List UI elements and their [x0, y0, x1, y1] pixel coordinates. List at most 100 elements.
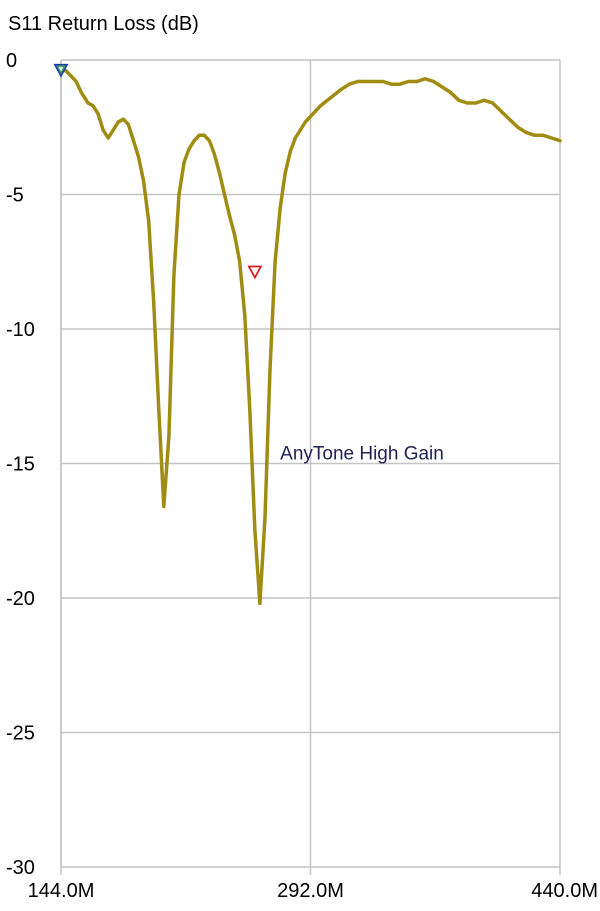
data-point — [431, 79, 436, 84]
data-point — [116, 120, 120, 124]
data-point — [372, 79, 377, 84]
data-point — [558, 139, 562, 143]
data-point — [172, 273, 176, 277]
marker-outline — [247, 265, 263, 280]
data-point — [541, 133, 545, 137]
data-point — [106, 136, 110, 140]
data-point — [415, 79, 419, 84]
data-point — [126, 122, 131, 127]
data-point — [136, 155, 141, 159]
x-tick-label: 144.0M — [28, 880, 95, 902]
data-point — [313, 109, 318, 113]
data-point — [238, 260, 242, 264]
data-point — [298, 128, 302, 132]
data-point — [465, 101, 469, 105]
data-point — [507, 117, 512, 121]
y-tick-label: -5 — [6, 185, 24, 207]
data-point — [325, 98, 329, 102]
data-point — [248, 408, 252, 412]
data-point — [293, 136, 297, 140]
data-point — [258, 601, 262, 605]
data-point — [243, 313, 247, 318]
data-point — [157, 408, 161, 412]
annotation-layer: AnyTone High Gain — [280, 444, 444, 465]
data-point — [268, 367, 272, 371]
data-point — [549, 136, 554, 140]
data-point — [64, 69, 68, 73]
data-point — [278, 206, 282, 210]
data-point — [212, 152, 217, 156]
data-point — [152, 300, 156, 304]
data-point — [448, 90, 453, 94]
series-annotation-label: AnyTone High Gain — [280, 444, 444, 465]
x-tick-label: 292.0M — [277, 880, 344, 902]
data-point — [423, 77, 427, 81]
data-point — [516, 125, 520, 129]
chart-title: S11 Return Loss (dB) — [8, 13, 199, 35]
data-point — [364, 79, 368, 84]
data-point — [101, 128, 105, 132]
y-tick-label: -30 — [6, 857, 35, 879]
data-point — [474, 101, 478, 105]
data-point — [457, 98, 461, 102]
data-point — [406, 79, 410, 84]
data-point — [283, 171, 287, 175]
y-tick-label: -25 — [6, 723, 35, 745]
data-point — [273, 260, 277, 264]
data-point — [332, 93, 336, 97]
data-point — [533, 133, 537, 137]
x-tick-label: 440.0M — [531, 880, 598, 902]
data-point — [207, 139, 211, 143]
data-point — [187, 147, 191, 151]
data-point — [131, 139, 136, 143]
data-point — [91, 104, 95, 108]
data-point — [524, 131, 528, 135]
grid-layer — [60, 59, 561, 875]
data-point — [499, 109, 503, 113]
data-point — [217, 171, 222, 175]
data-point — [398, 82, 402, 86]
data-point — [308, 114, 313, 119]
series-layer — [59, 69, 562, 606]
data-point — [162, 504, 166, 509]
data-point — [356, 79, 360, 84]
data-point — [347, 82, 351, 86]
data-point — [192, 139, 196, 143]
data-point — [69, 74, 73, 78]
data-point — [147, 219, 151, 223]
marker-layer — [53, 63, 263, 280]
data-point — [182, 160, 186, 164]
data-point — [79, 90, 83, 94]
data-point — [177, 192, 181, 197]
data-point — [202, 133, 206, 137]
data-point — [440, 85, 444, 89]
data-point — [253, 529, 257, 533]
data-point — [482, 98, 486, 102]
data-point — [490, 101, 495, 105]
marker-triangle-0 — [53, 63, 69, 78]
y-tick-label: -15 — [6, 454, 35, 476]
y-tick-label: -10 — [6, 319, 35, 341]
data-point — [222, 192, 227, 197]
data-point — [319, 104, 323, 108]
marker-triangle-1 — [247, 265, 263, 280]
data-point — [96, 112, 100, 116]
data-point — [142, 179, 146, 183]
data-point — [339, 87, 343, 92]
y-tick-label: -20 — [6, 588, 35, 610]
data-point — [263, 515, 267, 519]
data-point — [303, 120, 308, 124]
data-point — [381, 79, 385, 84]
data-point — [389, 82, 394, 86]
data-point — [121, 117, 125, 121]
y-tick-label: 0 — [6, 50, 17, 72]
data-point — [167, 435, 171, 439]
data-point — [86, 101, 90, 105]
marker-inner — [56, 65, 66, 75]
data-point — [74, 79, 78, 84]
data-point — [233, 233, 237, 237]
data-point — [227, 214, 232, 218]
